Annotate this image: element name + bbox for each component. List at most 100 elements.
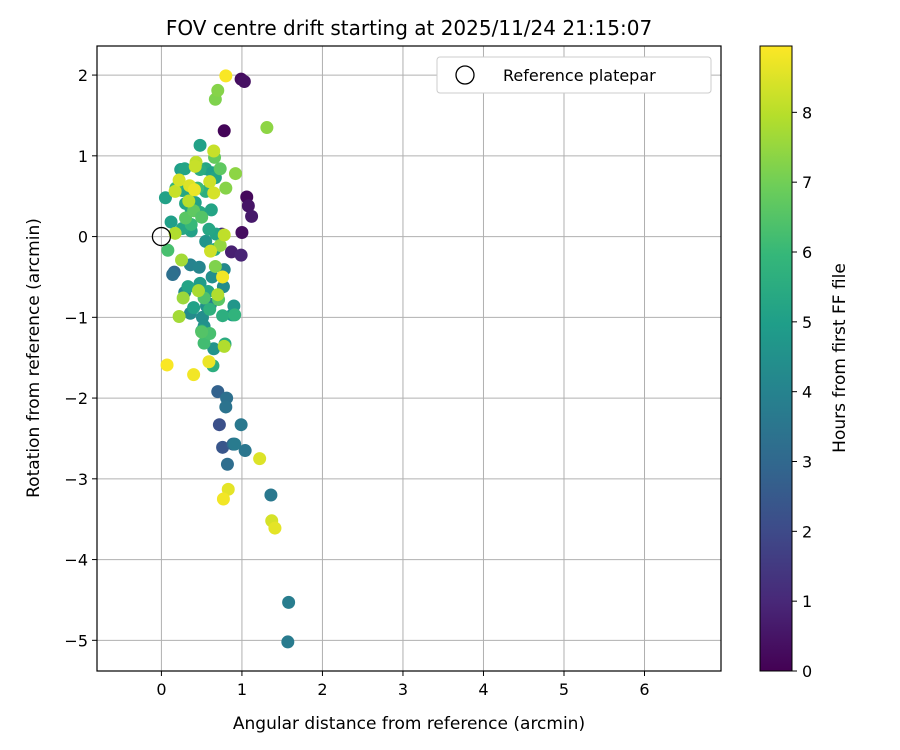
colorbar: 0 1 2 3 4 5 6 7 8 Hours from first FF file (759, 45, 850, 681)
chart-title: FOV centre drift starting at 2025/11/24 … (166, 16, 652, 40)
data-point (219, 400, 233, 414)
data-point (205, 270, 219, 284)
data-point (187, 368, 201, 382)
x-tick-label: 2 (317, 680, 327, 699)
data-point (168, 184, 182, 198)
data-point (234, 248, 248, 262)
y-tick-label: 0 (78, 228, 88, 247)
colorbar-tick-label: 4 (802, 383, 812, 402)
data-point (207, 342, 221, 356)
y-tick-label: −1 (64, 308, 88, 327)
reference-platepar-marker (151, 226, 172, 247)
data-point (228, 437, 242, 451)
data-point (219, 69, 233, 83)
y-tick-label: −3 (64, 470, 88, 489)
colorbar-tick-label: 1 (802, 592, 812, 611)
data-point (204, 244, 218, 258)
data-point (197, 336, 211, 350)
data-point (172, 173, 186, 187)
data-point (164, 215, 178, 229)
data-point (199, 234, 213, 248)
data-point (203, 175, 217, 189)
data-point (228, 308, 242, 322)
data-point (202, 355, 216, 369)
data-point (264, 488, 278, 502)
y-tick-label: −5 (64, 631, 88, 650)
data-point (268, 521, 282, 535)
x-tick-label: 3 (398, 680, 408, 699)
data-point (182, 194, 196, 208)
data-point (281, 635, 295, 649)
y-tick-label: 2 (78, 66, 88, 85)
data-point (217, 339, 231, 353)
data-point (216, 440, 230, 454)
data-point (178, 162, 192, 176)
colorbar-tick-label: 7 (802, 173, 812, 192)
data-point (216, 309, 230, 323)
data-point (228, 167, 242, 181)
plot-frame (96, 45, 722, 672)
data-point (220, 457, 234, 471)
data-point (192, 260, 206, 274)
data-point (193, 138, 207, 152)
grid-lines (97, 46, 721, 671)
colorbar-ticks: 0 1 2 3 4 5 6 7 8 (792, 103, 812, 681)
x-tick-label: 0 (156, 680, 166, 699)
data-point (207, 144, 221, 158)
data-point (245, 209, 259, 223)
data-point (204, 203, 218, 217)
data-point (216, 270, 230, 284)
data-point (212, 418, 226, 432)
data-point (241, 199, 255, 213)
data-points (158, 69, 296, 649)
data-point (195, 325, 209, 339)
data-point (219, 181, 233, 195)
data-point (195, 210, 209, 224)
data-point (203, 302, 217, 316)
data-point (213, 162, 227, 176)
x-axis-ticks: 0 1 2 3 4 5 6 (156, 671, 650, 699)
y-axis-label: Rotation from reference (arcmin) (24, 218, 44, 498)
data-point (172, 310, 186, 324)
x-tick-label: 6 (639, 680, 649, 699)
y-tick-label: −4 (64, 551, 88, 570)
data-point (187, 301, 201, 315)
legend-reference-marker (455, 65, 475, 85)
data-point (202, 222, 216, 236)
data-point (175, 253, 189, 267)
data-point (235, 226, 249, 240)
colorbar-tick-label: 8 (802, 103, 812, 122)
data-point (260, 121, 274, 135)
data-point (187, 183, 201, 197)
data-point (161, 243, 175, 257)
data-point (213, 238, 227, 252)
colorbar-tick-label: 2 (802, 522, 812, 541)
data-point (208, 259, 222, 273)
data-point (217, 228, 231, 242)
data-point (207, 186, 221, 200)
data-point (168, 226, 182, 240)
data-point (211, 288, 225, 302)
colorbar-tick-label: 3 (802, 453, 812, 472)
x-tick-label: 5 (559, 680, 569, 699)
colorbar-tick-label: 0 (802, 662, 812, 681)
data-point (221, 482, 235, 496)
data-point (166, 268, 180, 282)
data-point (217, 124, 231, 138)
data-point (234, 418, 248, 432)
data-point (237, 75, 251, 89)
data-point (211, 83, 225, 97)
y-tick-label: −2 (64, 389, 88, 408)
data-point (158, 191, 172, 205)
x-tick-label: 4 (478, 680, 488, 699)
data-point (253, 452, 267, 466)
colorbar-label: Hours from first FF file (830, 263, 850, 453)
data-point (188, 159, 202, 173)
legend-box (436, 56, 712, 94)
data-point (160, 358, 174, 372)
y-tick-label: 1 (78, 147, 88, 166)
y-axis-ticks: 2 1 0 −1 −2 −3 −4 −5 (64, 66, 97, 650)
colorbar-tick-label: 6 (802, 243, 812, 262)
data-point (191, 284, 205, 298)
